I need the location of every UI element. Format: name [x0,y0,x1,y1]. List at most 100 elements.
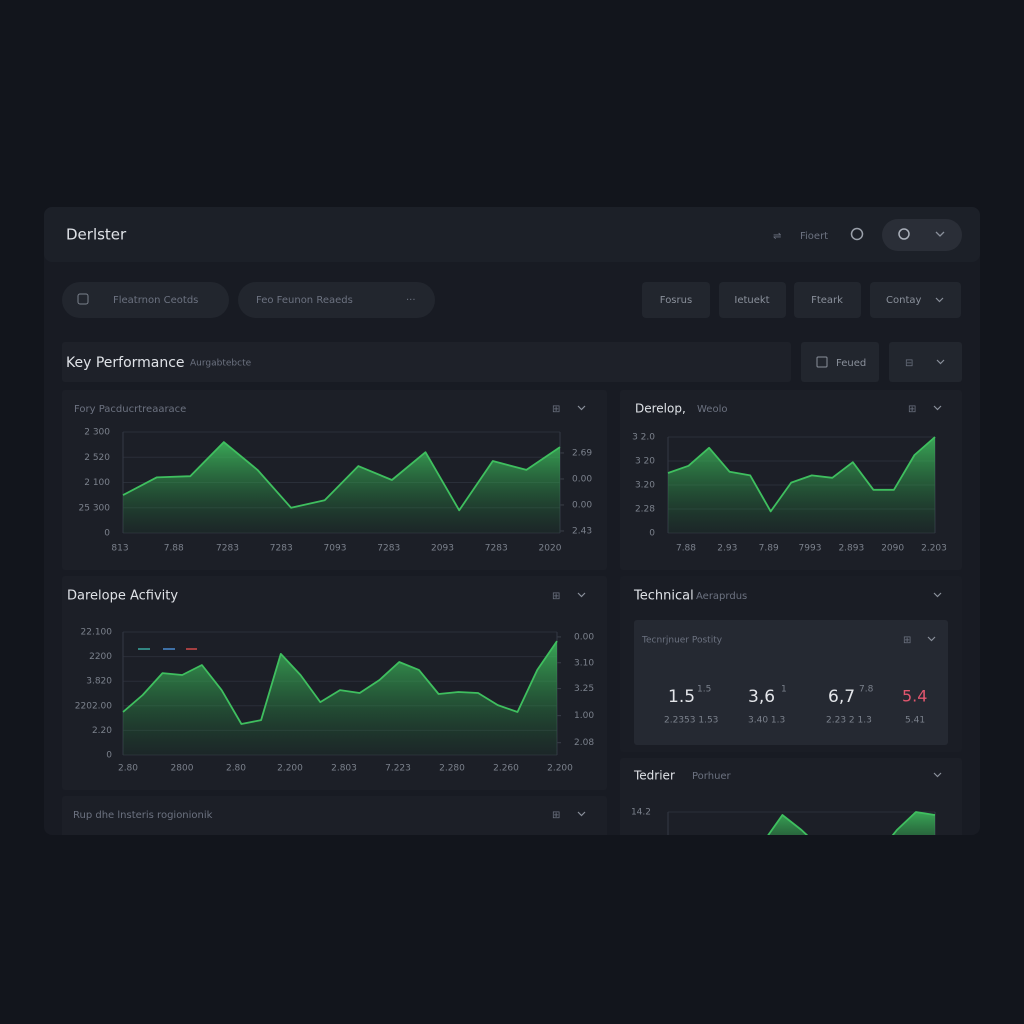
panel-icon[interactable]: ⊞ [908,404,916,415]
metric-value: 6,7 [828,687,855,707]
x-tick-label: 2.80 [226,764,246,774]
metric-value: 1.5 [668,687,695,707]
chevron [935,297,944,303]
panel-icon[interactable]: ⊞ [552,591,560,602]
x-tick-label: 7.223 [385,764,411,774]
x-tick-label: 7283 [216,544,239,554]
chevron [936,359,945,365]
y-tick-label: 2.20 [92,726,112,736]
search-icon[interactable] [850,227,864,241]
x-tick-label: 2.260 [493,764,519,774]
chevron[interactable] [577,405,586,411]
chevron[interactable] [933,592,942,598]
panel-icon[interactable]: ⊞ [552,404,560,415]
y-tick-label: 3 20 [635,457,655,467]
y-tick-label: 14.2 [631,808,651,818]
y-tick-label: 2 100 [84,478,110,488]
metric-sup: 1.5 [697,685,711,695]
y-tick-label: 2.28 [635,505,655,515]
metric-sub: 3.40 1.3 [748,716,785,726]
x-tick-label: 2020 [539,544,562,554]
area [768,812,935,835]
x-tick-label: 2.80 [118,764,138,774]
toolbar-button[interactable] [642,282,710,318]
y-tick-label: 2 520 [84,453,110,463]
filter-label[interactable]: Fioert [800,231,828,242]
toolbar-button[interactable] [719,282,786,318]
panel-icon[interactable]: ⊞ [903,635,911,646]
chevron[interactable] [933,405,942,411]
panel-subtitle: Weolo [697,404,727,415]
y-tick-label: 0 [106,751,112,761]
line [122,441,561,512]
chevron[interactable] [577,592,586,598]
button-label: Fosrus [660,295,692,306]
pill[interactable] [62,282,229,318]
section-button[interactable] [889,342,962,382]
pill[interactable] [238,282,435,318]
y2-tick-label: 2.69 [572,448,592,458]
y-tick-label: 3 2.0 [632,433,655,443]
panel-title: Fory Pacducrtreaarace [74,404,186,415]
y2-tick-label: 0.00 [574,632,594,642]
filter-icon[interactable]: ⇌ [773,231,781,242]
y-tick-label: 2 300 [84,428,110,438]
x-tick-label: 7.89 [759,544,779,554]
x-tick-label: 2.280 [439,764,465,774]
line [122,640,558,725]
x-tick-label: 7.88 [164,544,184,554]
y2-tick-label: 0.00 [572,474,592,484]
metrics-title: Tecnrjnuer Postity [641,636,723,646]
y2-tick-label: 0.00 [572,500,592,510]
y2-tick-label: 3.10 [574,658,594,668]
toolbar-button[interactable] [794,282,861,318]
chevron[interactable] [933,772,942,778]
metric-sub: 2.2353 1.53 [664,716,718,726]
panel-subtitle: Porhuer [692,771,732,782]
search-button[interactable] [882,219,962,251]
y2-tick-label: 2.08 [574,738,594,748]
button-label: Contay [886,295,921,306]
x-tick-label: 2.203 [921,544,947,554]
x-tick-label: 2093 [431,544,454,554]
metrics-card [634,620,948,745]
panel-title: Derelop, [635,402,686,416]
area [123,641,557,755]
y-tick-label: 3.820 [86,677,112,687]
chevron[interactable] [577,811,586,817]
x-tick-label: 2.893 [838,544,864,554]
panel-title: Rup dhe lnsteris rogionionik [73,810,213,821]
metric-sup: 1 [781,685,787,695]
pill-label: Fleatrnon Ceotds [113,295,198,306]
panel-subtitle: Aeraprdus [696,591,747,602]
more-icon[interactable]: ··· [406,295,416,306]
chevron [935,231,945,237]
panel [620,758,962,835]
chevron[interactable] [927,636,936,642]
x-tick-label: 7093 [324,544,347,554]
panel [62,576,607,790]
area [668,437,935,533]
button-label: Ietuekt [734,295,769,306]
x-tick-label: 2.200 [547,764,573,774]
section-title: Key Performance [66,355,185,371]
x-tick-label: 7.88 [676,544,696,554]
x-tick-label: 2.93 [717,544,737,554]
line [667,436,936,513]
button-icon: ⊟ [905,358,913,369]
metric-value: 3,6 [748,687,775,707]
section-button[interactable] [801,342,879,382]
x-tick-label: 813 [111,544,128,554]
x-tick-label: 7283 [485,544,508,554]
panel-icon[interactable]: ⊞ [552,810,560,821]
x-tick-label: 7283 [377,544,400,554]
y-tick-label: 25 300 [79,503,111,513]
pill-icon [77,293,89,305]
y-tick-label: 2202.00 [75,701,112,711]
x-tick-label: 2.200 [277,764,303,774]
panel-title: Tedrier [633,769,675,783]
button-label: Fteark [811,295,843,306]
toolbar-button[interactable] [870,282,961,318]
